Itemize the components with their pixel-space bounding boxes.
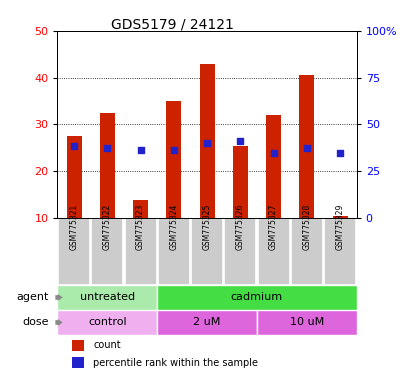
Bar	[324, 218, 355, 285]
Point	[203, 140, 210, 146]
Text: GDS5179 / 24121: GDS5179 / 24121	[110, 17, 233, 31]
Point	[170, 147, 177, 153]
Text: GSM775326: GSM775326	[235, 204, 244, 250]
Bar	[290, 218, 322, 285]
Bar	[72, 358, 84, 368]
Point	[104, 145, 110, 151]
Text: GSM775323: GSM775323	[136, 204, 145, 250]
Point	[336, 149, 342, 156]
Text: percentile rank within the sample: percentile rank within the sample	[93, 358, 258, 368]
Bar	[265, 115, 280, 218]
Bar	[99, 113, 115, 218]
Bar	[57, 285, 157, 310]
Bar	[124, 218, 156, 285]
Text: control: control	[88, 318, 126, 328]
Point	[270, 149, 276, 156]
Text: GSM775328: GSM775328	[301, 204, 310, 250]
Bar	[299, 75, 314, 218]
Bar	[157, 218, 189, 285]
Bar	[256, 310, 356, 335]
Text: GSM775327: GSM775327	[268, 204, 277, 250]
Text: untreated: untreated	[79, 293, 135, 303]
Text: GSM775322: GSM775322	[103, 204, 112, 250]
Text: GSM775325: GSM775325	[202, 204, 211, 250]
Bar	[57, 310, 157, 335]
Bar	[72, 340, 84, 351]
Point	[71, 142, 77, 149]
Bar	[157, 285, 356, 310]
Bar	[133, 200, 148, 218]
Point	[236, 138, 243, 144]
Text: agent: agent	[17, 293, 49, 303]
Bar	[232, 146, 247, 218]
Bar	[166, 101, 181, 218]
Bar	[257, 218, 289, 285]
Text: GSM775321: GSM775321	[70, 204, 79, 250]
Text: 10 uM: 10 uM	[289, 318, 323, 328]
Text: count: count	[93, 341, 121, 351]
Bar	[58, 218, 90, 285]
Text: GSM775324: GSM775324	[169, 204, 178, 250]
Bar	[91, 218, 123, 285]
Bar	[191, 218, 222, 285]
Bar	[157, 310, 256, 335]
Bar	[224, 218, 256, 285]
Text: dose: dose	[22, 318, 49, 328]
Point	[303, 145, 309, 151]
Bar	[66, 136, 81, 218]
Bar	[199, 63, 214, 218]
Text: cadmium: cadmium	[230, 293, 282, 303]
Text: GSM775329: GSM775329	[335, 204, 344, 250]
Bar	[332, 216, 347, 218]
Point	[137, 147, 144, 153]
Text: 2 uM: 2 uM	[193, 318, 220, 328]
